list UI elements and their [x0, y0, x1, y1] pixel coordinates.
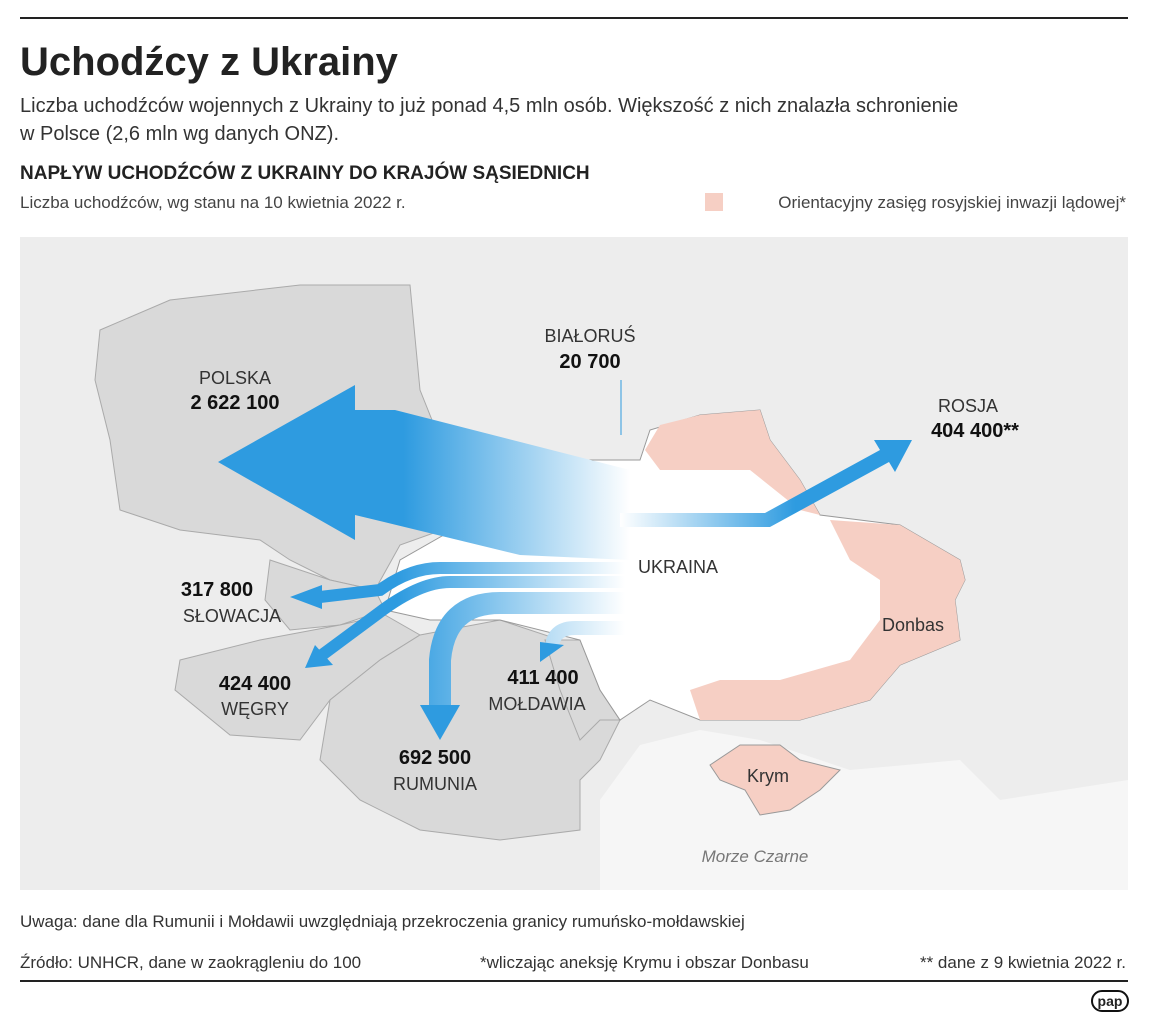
invasion-area: [645, 410, 820, 515]
arrow-hungary: [318, 576, 625, 660]
logo-frame: [1091, 990, 1129, 1012]
region-label: Donbas: [882, 615, 944, 635]
invasion-area: [690, 520, 965, 720]
country-value: 692 500: [399, 747, 471, 769]
region-label: UKRAINA: [638, 557, 718, 577]
arrow-poland: [218, 385, 630, 560]
arrow-head: [305, 645, 333, 668]
crimea: [709, 744, 841, 816]
section-title: NAPŁYW UCHODŹCÓW Z UKRAINY DO KRAJÓW SĄS…: [20, 162, 590, 184]
country-value: 404 400**: [931, 420, 1019, 442]
country-value: 2 622 100: [191, 392, 280, 414]
arrow-russia: [620, 440, 912, 527]
arrow-head: [420, 705, 460, 740]
arrow-moldova: [545, 621, 625, 647]
legend-swatch: [705, 193, 723, 211]
source: Źródło: UNHCR, dane w zaokrągleniu do 10…: [20, 953, 361, 972]
country-value: 20 700: [559, 351, 620, 373]
country-name: MOŁDAWIA: [488, 694, 585, 714]
region-label: Krym: [747, 766, 789, 786]
legend-label: Orientacyjny zasięg rosyjskiej inwazji l…: [778, 193, 1126, 212]
country-name: WĘGRY: [221, 699, 289, 719]
arrow-head: [540, 642, 564, 662]
sea-label: Morze Czarne: [702, 847, 809, 866]
title: Uchodźcy z Ukrainy: [20, 40, 399, 84]
country-name: SŁOWACJA: [183, 606, 281, 626]
footnote: *wliczając aneksję Krymu i obszar Donbas…: [480, 953, 809, 972]
lead: Liczba uchodźców wojennych z Ukrainy to …: [20, 95, 958, 117]
country-name: RUMUNIA: [393, 774, 477, 794]
logo: pap: [1098, 993, 1123, 1009]
map: POLSKA 2 622 100 BIAŁORUŚ 20 700 ROSJA 4…: [20, 237, 1128, 890]
country-value: 411 400: [507, 667, 578, 689]
country-value: 317 800: [181, 579, 253, 601]
footnote: ** dane z 9 kwietnia 2022 r.: [920, 953, 1126, 972]
arrow-head: [290, 585, 322, 609]
country-name: POLSKA: [199, 368, 271, 388]
arrow-slovakia: [319, 562, 625, 603]
lead: w Polsce (2,6 mln wg danych ONZ).: [19, 123, 339, 145]
subtitle: Liczba uchodźców, wg stanu na 10 kwietni…: [20, 193, 406, 212]
note: Uwaga: dane dla Rumunii i Mołdawii uwzgl…: [20, 912, 745, 931]
country-name: BIAŁORUŚ: [544, 325, 635, 346]
country-value: 424 400: [219, 673, 291, 695]
arrow-romania: [429, 592, 625, 705]
country-name: ROSJA: [938, 396, 998, 416]
